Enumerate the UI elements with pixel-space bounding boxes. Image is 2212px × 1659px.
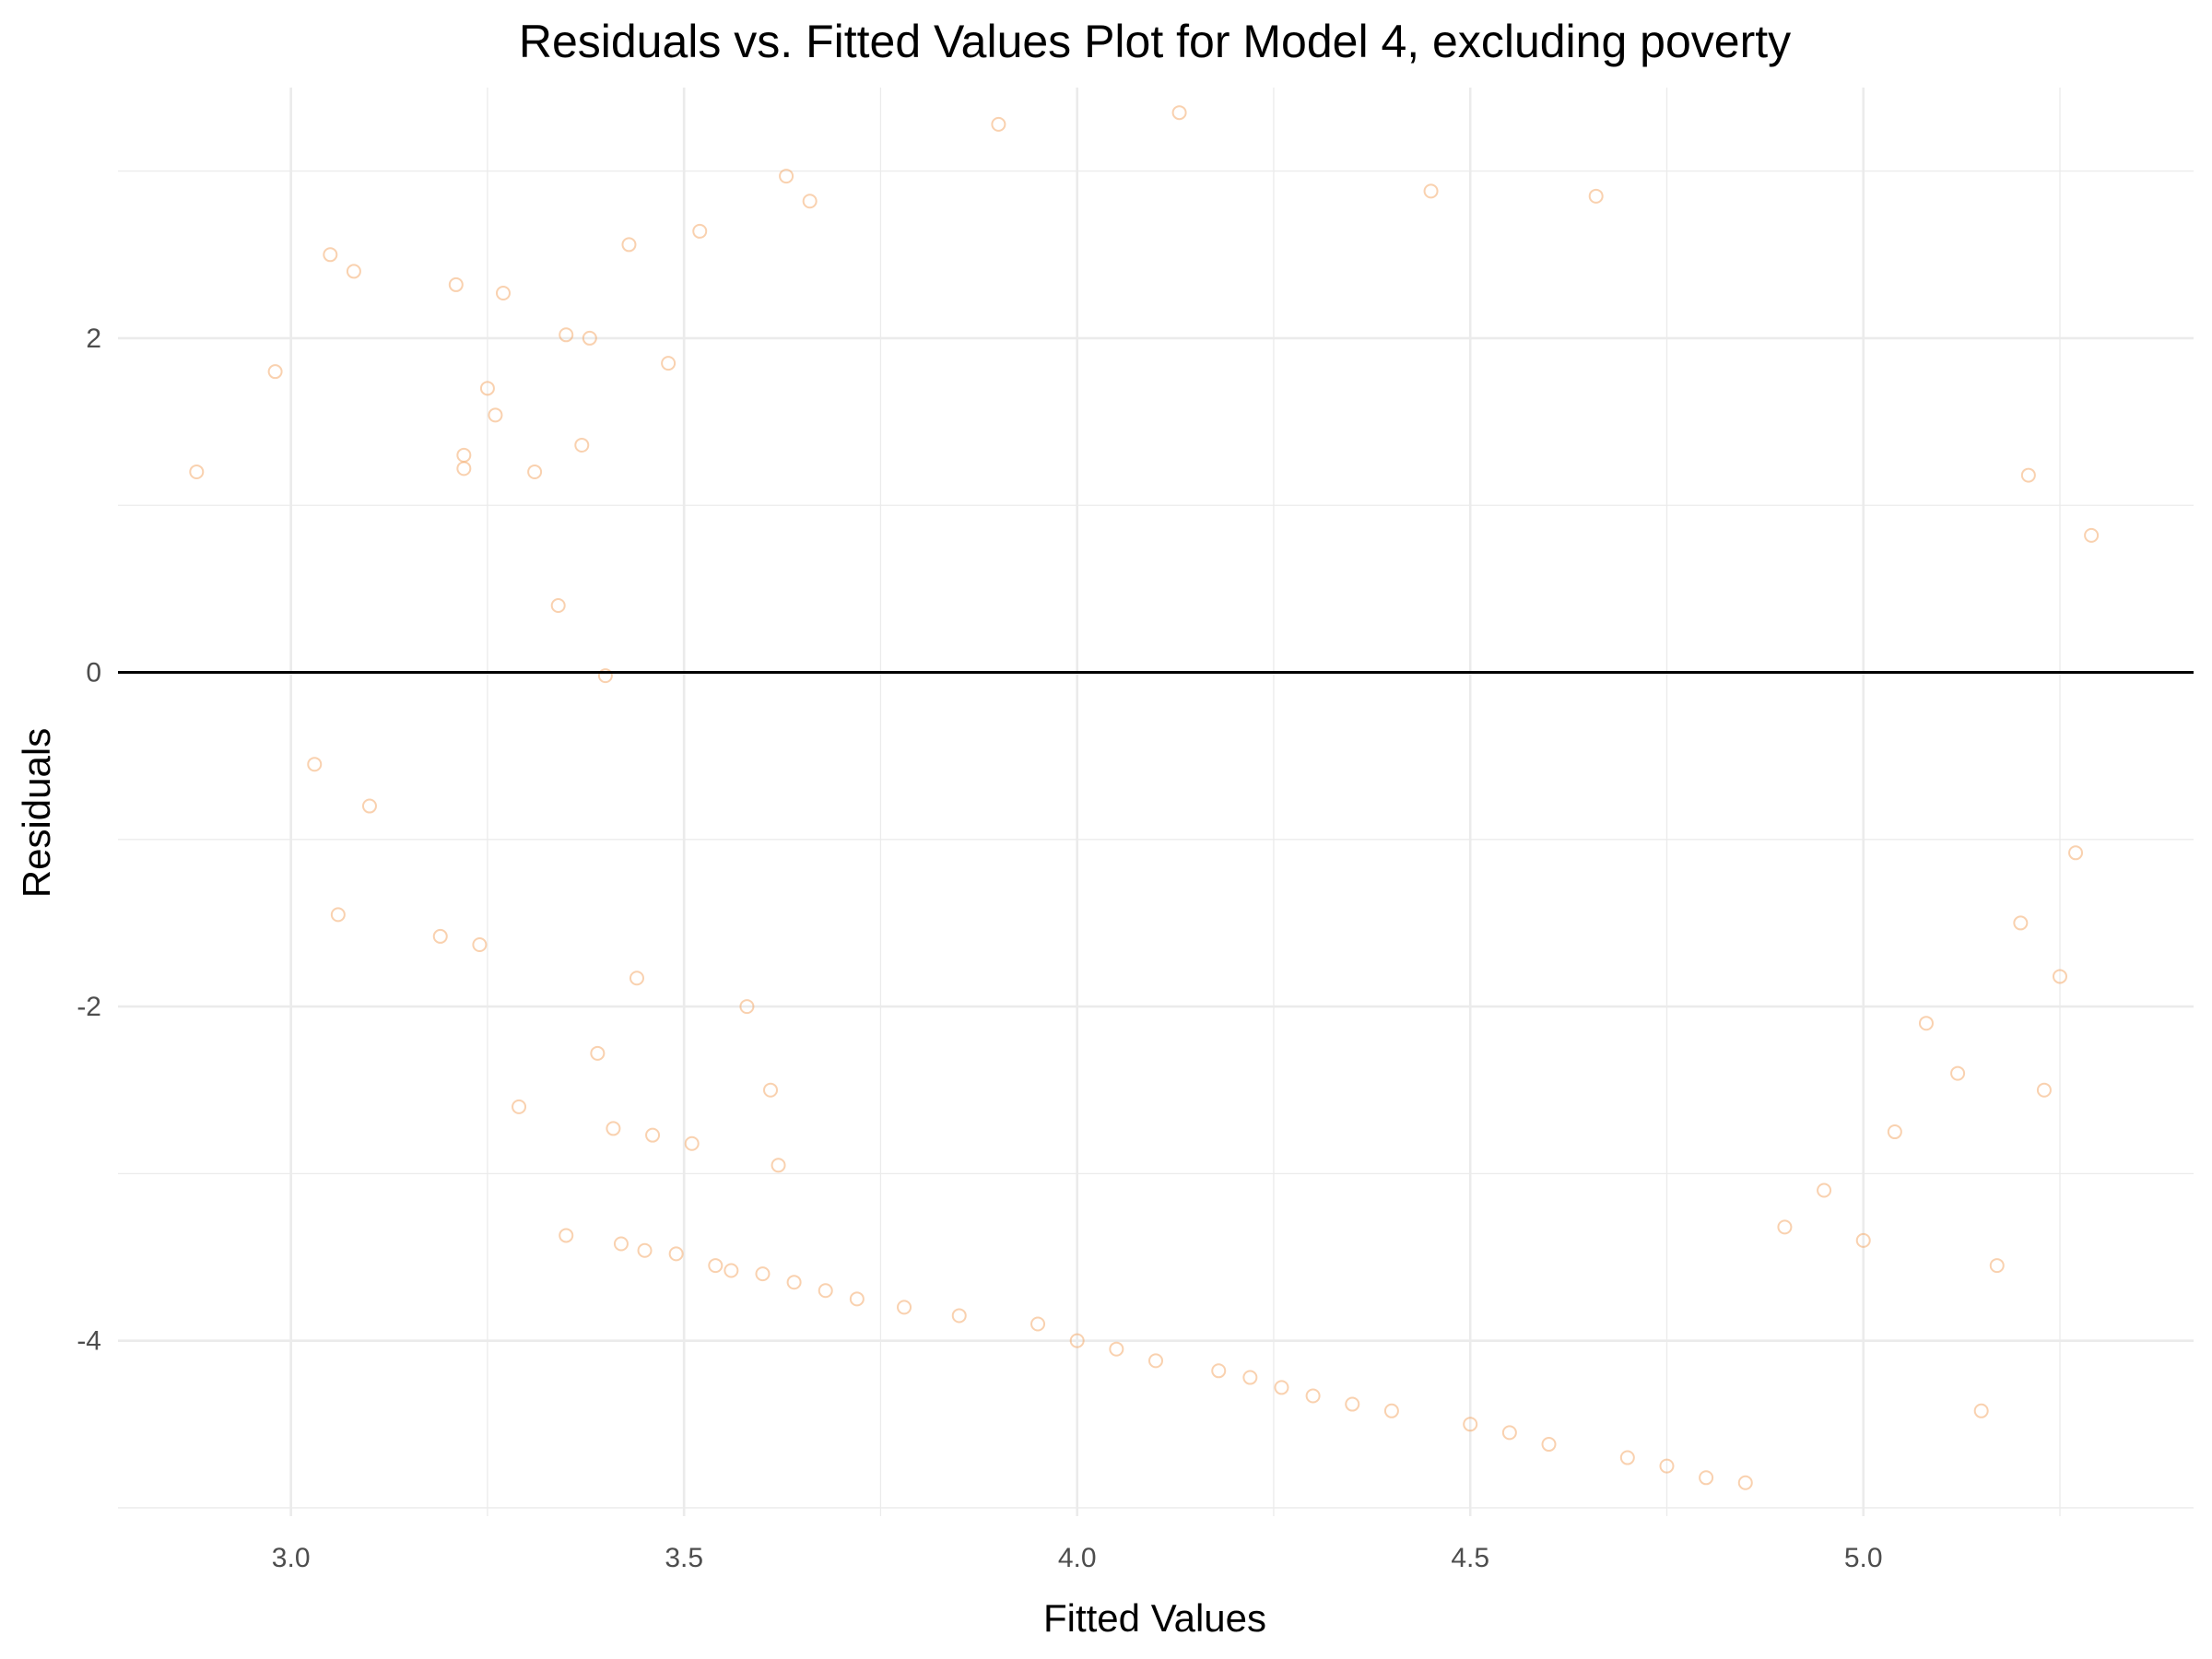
data-point <box>1659 1458 1675 1474</box>
data-point <box>323 247 338 263</box>
data-point <box>2036 1082 2052 1098</box>
data-point <box>606 1121 621 1136</box>
data-point <box>645 1127 661 1143</box>
data-point <box>991 116 1006 132</box>
data-point <box>472 937 488 952</box>
data-point <box>1855 1232 1871 1248</box>
data-point <box>786 1275 802 1290</box>
data-point <box>2084 527 2100 543</box>
data-point <box>456 461 472 477</box>
x-tick-label: 4.0 <box>1058 1543 1097 1573</box>
data-point <box>330 907 346 923</box>
data-point <box>1588 188 1604 204</box>
data-point <box>661 356 677 371</box>
data-point <box>1541 1437 1557 1453</box>
data-point <box>1274 1380 1289 1395</box>
data-point <box>708 1258 724 1274</box>
data-point <box>724 1263 739 1278</box>
data-point <box>818 1283 833 1299</box>
data-point <box>1211 1363 1227 1379</box>
data-point <box>771 1158 786 1173</box>
x-tick-label: 4.5 <box>1451 1543 1489 1573</box>
data-point <box>2020 467 2036 483</box>
y-axis-ticks: -4 -2 0 2 <box>76 324 101 1357</box>
data-point <box>448 276 464 292</box>
data-point <box>550 597 566 613</box>
data-point <box>527 464 543 479</box>
data-point <box>1777 1219 1793 1235</box>
data-point <box>755 1266 771 1282</box>
data-point <box>1887 1124 1902 1140</box>
data-point <box>1345 1396 1360 1412</box>
data-point <box>361 798 377 814</box>
data-point <box>1950 1065 1966 1081</box>
y-tick-label: 0 <box>86 658 101 688</box>
data-point <box>189 464 205 479</box>
y-tick-label: 2 <box>86 324 101 354</box>
chart-title: Residuals vs. Fitted Values Plot for Mod… <box>519 16 1791 67</box>
data-point <box>1030 1316 1046 1332</box>
data-point <box>1501 1425 1517 1441</box>
data-point <box>1989 1258 2005 1274</box>
data-point <box>1423 183 1439 199</box>
data-point <box>621 237 637 253</box>
data-point <box>1171 105 1187 121</box>
data-point <box>512 1099 527 1114</box>
data-point <box>495 285 511 300</box>
data-point <box>1918 1016 1934 1031</box>
data-point <box>456 447 472 463</box>
data-point <box>692 223 708 239</box>
data-point <box>629 971 644 986</box>
x-tick-label: 3.0 <box>272 1543 311 1573</box>
data-point <box>597 668 613 684</box>
data-point <box>1699 1470 1714 1486</box>
data-point <box>559 1228 574 1243</box>
data-point <box>897 1300 912 1315</box>
data-point <box>1305 1388 1321 1404</box>
data-point <box>307 757 323 772</box>
data-point <box>590 1045 606 1061</box>
x-tick-label: 5.0 <box>1844 1543 1883 1573</box>
data-point <box>488 407 503 423</box>
data-point <box>951 1308 967 1324</box>
data-point <box>668 1246 684 1262</box>
x-tick-label: 3.5 <box>665 1543 703 1573</box>
x-axis-ticks: 3.0 3.5 4.0 4.5 5.0 <box>272 1543 1883 1573</box>
data-point <box>739 999 755 1015</box>
data-point <box>2052 969 2067 984</box>
data-point <box>1148 1353 1163 1369</box>
y-tick-label: -2 <box>76 992 101 1022</box>
data-point <box>267 364 283 380</box>
data-point <box>1737 1475 1753 1490</box>
data-point <box>1463 1417 1478 1432</box>
data-point <box>684 1135 700 1151</box>
data-point <box>1069 1333 1085 1348</box>
x-axis-label: Fitted Values <box>1043 1596 1266 1640</box>
data-point <box>582 330 597 346</box>
grid <box>118 88 2194 1516</box>
data-point <box>479 381 495 396</box>
data-point <box>763 1082 779 1098</box>
data-point <box>559 327 574 343</box>
data-point <box>1817 1182 1832 1198</box>
y-tick-label: -4 <box>76 1326 101 1357</box>
data-point <box>1619 1450 1635 1465</box>
points-layer <box>189 105 2100 1490</box>
data-point <box>432 928 448 944</box>
data-point <box>1242 1370 1258 1385</box>
data-point <box>2013 915 2029 931</box>
data-point <box>779 169 794 184</box>
y-axis-label: Residuals <box>15 728 58 898</box>
data-point <box>1383 1403 1399 1418</box>
data-point <box>574 437 590 453</box>
data-point <box>802 194 818 209</box>
data-point <box>2068 845 2084 861</box>
data-point <box>1109 1341 1124 1357</box>
data-point <box>637 1242 653 1258</box>
data-point <box>346 264 361 279</box>
data-point <box>613 1236 629 1252</box>
data-point <box>849 1291 865 1307</box>
data-point <box>1973 1403 1989 1418</box>
